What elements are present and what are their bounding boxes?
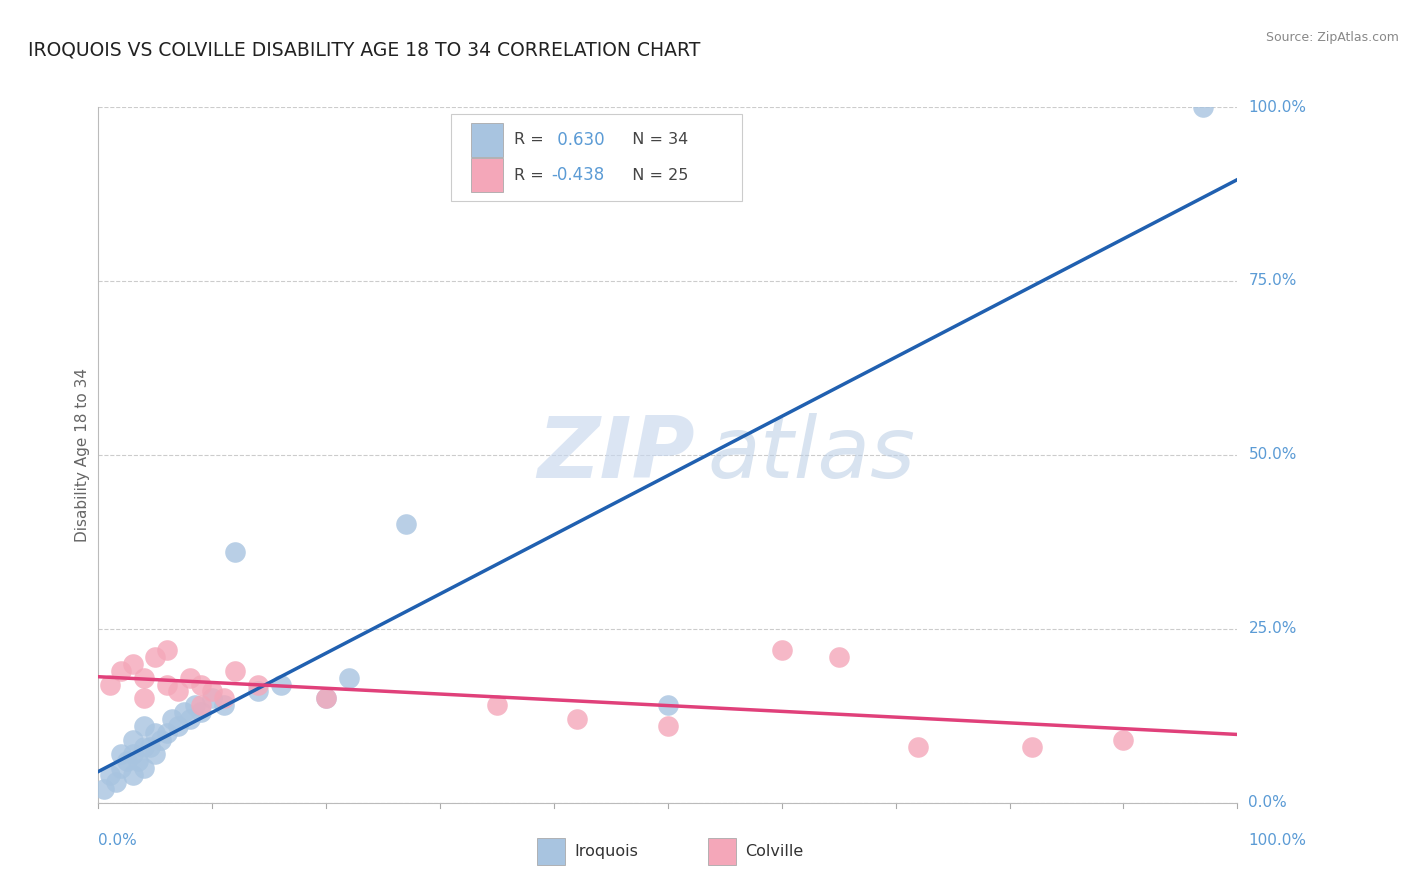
Text: Colville: Colville bbox=[745, 844, 804, 859]
Text: R =: R = bbox=[515, 168, 548, 183]
Point bbox=[121, 747, 143, 761]
Point bbox=[98, 768, 121, 782]
Point bbox=[224, 545, 246, 559]
Text: 100.0%: 100.0% bbox=[1249, 833, 1306, 848]
Point bbox=[167, 684, 190, 698]
Point bbox=[246, 684, 269, 698]
Text: 0.0%: 0.0% bbox=[1249, 796, 1286, 810]
Point bbox=[156, 642, 179, 657]
Point bbox=[337, 671, 360, 685]
Point bbox=[150, 733, 173, 747]
Point bbox=[145, 726, 167, 740]
Text: ZIP: ZIP bbox=[537, 413, 695, 497]
Point bbox=[173, 706, 195, 720]
FancyBboxPatch shape bbox=[471, 159, 503, 192]
Text: 100.0%: 100.0% bbox=[1249, 100, 1306, 114]
Point bbox=[201, 684, 224, 698]
Point bbox=[179, 671, 201, 685]
Text: Source: ZipAtlas.com: Source: ZipAtlas.com bbox=[1265, 31, 1399, 45]
Point bbox=[110, 747, 132, 761]
Text: IROQUOIS VS COLVILLE DISABILITY AGE 18 TO 34 CORRELATION CHART: IROQUOIS VS COLVILLE DISABILITY AGE 18 T… bbox=[28, 40, 700, 59]
Point bbox=[121, 657, 143, 671]
Text: 50.0%: 50.0% bbox=[1249, 448, 1296, 462]
Text: N = 34: N = 34 bbox=[623, 132, 689, 147]
Point bbox=[395, 517, 418, 532]
Text: N = 25: N = 25 bbox=[623, 168, 689, 183]
Point bbox=[201, 691, 224, 706]
Y-axis label: Disability Age 18 to 34: Disability Age 18 to 34 bbox=[75, 368, 90, 542]
Point bbox=[212, 698, 235, 713]
FancyBboxPatch shape bbox=[451, 114, 742, 201]
Text: 75.0%: 75.0% bbox=[1249, 274, 1296, 288]
Point bbox=[145, 747, 167, 761]
Point bbox=[486, 698, 509, 713]
FancyBboxPatch shape bbox=[537, 838, 565, 865]
Point bbox=[98, 677, 121, 691]
Text: 25.0%: 25.0% bbox=[1249, 622, 1296, 636]
Point bbox=[190, 706, 212, 720]
Point bbox=[657, 698, 679, 713]
Point bbox=[212, 691, 235, 706]
Point bbox=[770, 642, 793, 657]
Point bbox=[224, 664, 246, 678]
Point bbox=[121, 733, 143, 747]
Point bbox=[190, 677, 212, 691]
Text: -0.438: -0.438 bbox=[551, 166, 605, 184]
Point bbox=[315, 691, 337, 706]
Point bbox=[246, 677, 269, 691]
Point bbox=[828, 649, 851, 664]
Point bbox=[1112, 733, 1135, 747]
Text: 0.630: 0.630 bbox=[551, 131, 605, 149]
Point bbox=[132, 671, 155, 685]
Point bbox=[145, 649, 167, 664]
FancyBboxPatch shape bbox=[707, 838, 737, 865]
Point bbox=[162, 712, 184, 726]
Point bbox=[190, 698, 212, 713]
Point bbox=[315, 691, 337, 706]
Point bbox=[179, 712, 201, 726]
Point bbox=[907, 740, 929, 755]
Text: Iroquois: Iroquois bbox=[575, 844, 638, 859]
Point bbox=[156, 726, 179, 740]
Point bbox=[104, 775, 127, 789]
Point bbox=[132, 740, 155, 755]
Text: atlas: atlas bbox=[707, 413, 915, 497]
Point bbox=[657, 719, 679, 733]
Point bbox=[110, 761, 132, 775]
Point bbox=[167, 719, 190, 733]
Point bbox=[93, 781, 115, 796]
FancyBboxPatch shape bbox=[471, 123, 503, 157]
Point bbox=[1021, 740, 1043, 755]
Point bbox=[132, 691, 155, 706]
Point bbox=[132, 761, 155, 775]
Point bbox=[127, 754, 149, 768]
Point bbox=[132, 719, 155, 733]
Point bbox=[115, 754, 138, 768]
Point bbox=[121, 768, 143, 782]
Text: R =: R = bbox=[515, 132, 548, 147]
Point bbox=[565, 712, 588, 726]
Point bbox=[270, 677, 292, 691]
Point bbox=[138, 740, 160, 755]
Point bbox=[156, 677, 179, 691]
Text: 0.0%: 0.0% bbox=[98, 833, 138, 848]
Point bbox=[184, 698, 207, 713]
Point bbox=[1192, 100, 1215, 114]
Point bbox=[110, 664, 132, 678]
